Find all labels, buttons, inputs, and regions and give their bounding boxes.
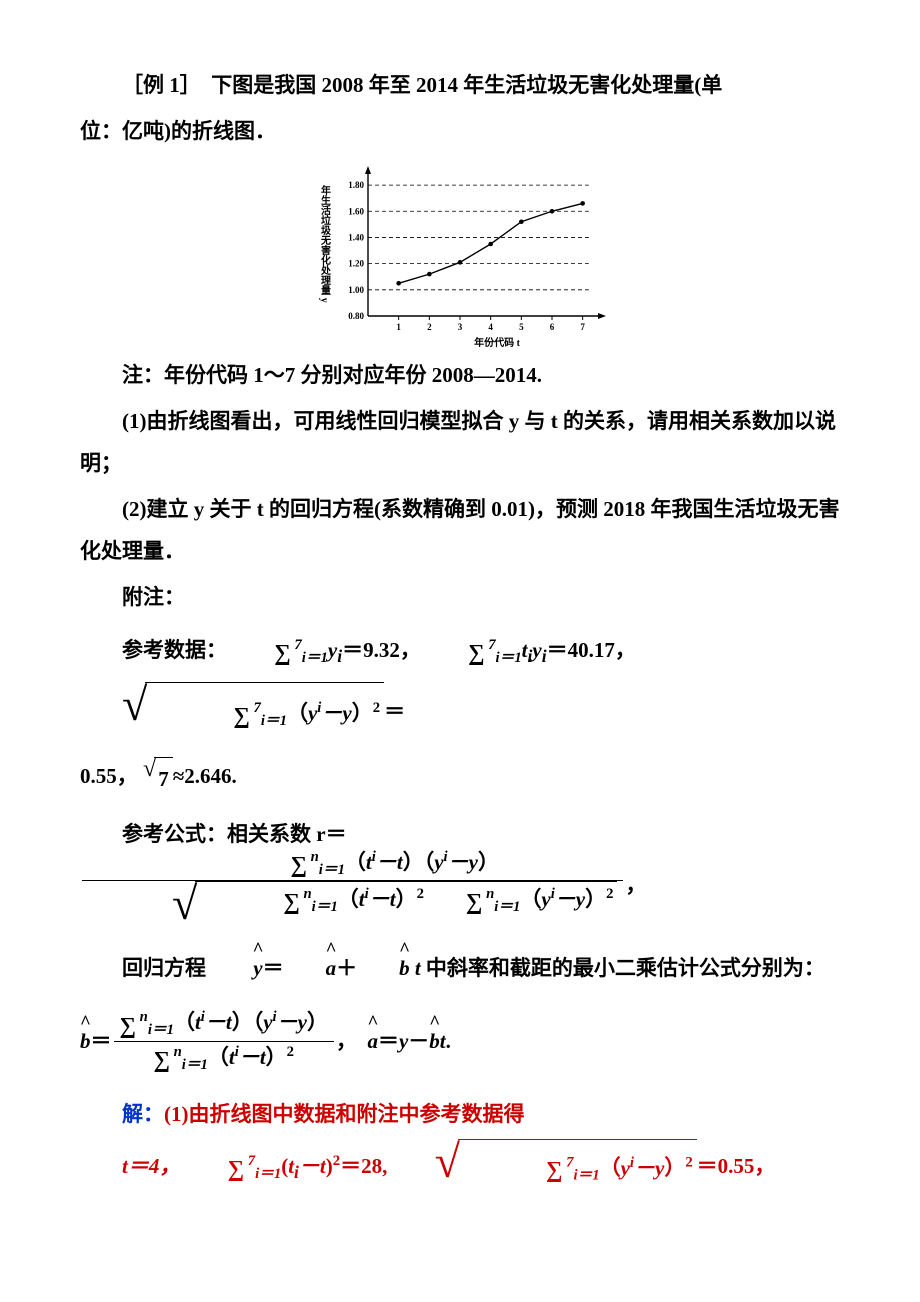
sigma-icon: ∑ <box>232 622 290 682</box>
eq055: ＝0.55， <box>697 1154 776 1178</box>
tiyi: tiyi <box>522 638 547 662</box>
text: ［例 1］ 下图是我国 2008 年至 2014 年生活垃圾无害化处理量(单 <box>122 73 722 97</box>
prefix: 参考公式：相关系数 r＝ <box>122 822 347 846</box>
sum-lower: i＝1 <box>255 1166 281 1182</box>
appendix-label: 附注： <box>80 576 840 618</box>
text: 回归方程 <box>122 956 211 980</box>
sum-upper: 7 <box>291 637 302 653</box>
sqrt-ans: √ ∑ 7i＝1（yi－y）2 <box>393 1139 697 1197</box>
svg-text:1: 1 <box>396 322 401 332</box>
text: 注：年份代码 1～7 分别对应年份 2008—2014. <box>122 363 542 387</box>
line-chart-svg: 0.80 1.00 1.20 1.40 1.60 1.80 1 2 3 4 5 6 7 年份代码 t 年生活… <box>310 160 610 350</box>
svg-text:2: 2 <box>427 322 432 332</box>
example-intro-line1: ［例 1］ 下图是我国 2008 年至 2014 年生活垃圾无害化处理量(单 <box>80 64 840 106</box>
val1: 9.32 <box>363 638 400 662</box>
bhat2: b <box>429 1020 440 1062</box>
sum-lower: i＝1 <box>302 650 328 666</box>
correlation-formula: 参考公式：相关系数 r＝ ∑ ni＝1（ti－t）（yi－y） √ ∑ ni＝1… <box>80 822 840 928</box>
svg-text:年份代码 t: 年份代码 t <box>474 336 520 349</box>
reference-data-cont: 0.55， √7≈2.646. <box>80 755 840 800</box>
bhat-ahat-formula: b＝ ∑ ni＝1（ti－t）（yi－y） ∑ ni＝1（ti－t）2 ， a＝… <box>80 1007 840 1075</box>
svg-text:5: 5 <box>519 322 524 332</box>
r-fraction: ∑ ni＝1（ti－t）（yi－y） √ ∑ ni＝1（ti－t）2∑ ni＝1… <box>82 847 623 928</box>
reference-data: 参考数据： ∑ 7i＝1yi＝9.32， ∑ 7i＝1tiyi＝40.17， √… <box>80 622 840 745</box>
val2: 40.17 <box>568 638 615 662</box>
eq28: ＝28, <box>340 1154 387 1178</box>
text-tail: 中斜率和截距的最小二乘估计公式分别为： <box>426 956 825 980</box>
question-2: (2)建立 y 关于 t 的回归方程(系数精确到 0.01)，预测 2018 年… <box>80 488 840 572</box>
svg-text:1.80: 1.80 <box>348 180 364 190</box>
svg-text:7: 7 <box>580 322 585 332</box>
bhat: b <box>80 1020 91 1062</box>
text: (2)建立 y 关于 t 的回归方程(系数精确到 0.01)，预测 2018 年… <box>80 497 839 563</box>
answer-line1: 解：(1)由折线图中数据和附注中参考数据得 <box>80 1093 840 1135</box>
bhat-fraction: ∑ ni＝1（ti－t）（yi－y） ∑ ni＝1（ti－t）2 <box>114 1007 334 1075</box>
svg-text:1.60: 1.60 <box>348 206 364 216</box>
val4: ≈2.646. <box>173 764 237 788</box>
ahat: a <box>284 947 337 989</box>
sigma-icon: ∑ <box>186 1141 244 1196</box>
example-intro-line2: 位：亿吨)的折线图． <box>80 110 840 152</box>
bhat: b <box>357 947 410 989</box>
yi: yi <box>328 638 342 662</box>
sum-lower: i＝1 <box>496 650 522 666</box>
regression-eq-desc: 回归方程 y＝a＋b t 中斜率和截距的最小二乘估计公式分别为： <box>80 947 840 989</box>
svg-text:0.80: 0.80 <box>348 311 364 321</box>
text: 位：亿吨)的折线图． <box>80 119 276 143</box>
svg-text:3: 3 <box>458 322 463 332</box>
answer-label: 解： <box>122 1102 164 1126</box>
svg-text:1.00: 1.00 <box>348 285 364 295</box>
svg-text:1.40: 1.40 <box>348 232 364 242</box>
prefix: 参考数据： <box>122 638 227 662</box>
sum-upper: 7 <box>485 637 496 653</box>
svg-text:6: 6 <box>550 322 555 332</box>
val3: 0.55 <box>80 764 117 788</box>
svg-text:1.20: 1.20 <box>348 259 364 269</box>
sigma-icon: ∑ <box>426 622 484 682</box>
sqrt7: √7 <box>143 757 173 800</box>
sum-upper: 7 <box>244 1153 255 1169</box>
answer-text-1: (1)由折线图中数据和附注中参考数据得 <box>164 1102 525 1126</box>
svg-text:年生活垃圾无害化处理量 y: 年生活垃圾无害化处理量 y <box>319 184 332 303</box>
question-1: (1)由折线图看出，可用线性回归模型拟合 y 与 t 的关系，请用相关系数加以说… <box>80 400 840 484</box>
ahat: a <box>367 1020 378 1062</box>
svg-text:4: 4 <box>488 322 493 332</box>
answer-line2: t＝4， ∑ 7i＝1(ti－t)2＝28, √ ∑ 7i＝1（yi－y）2 ＝… <box>80 1139 840 1197</box>
text: 附注： <box>122 585 185 609</box>
sqrt-expr: √ ∑ 7i＝1（yi－y）2 <box>80 682 384 745</box>
text: (1)由折线图看出，可用线性回归模型拟合 y 与 t 的关系，请用相关系数加以说… <box>80 409 836 475</box>
yhat: y <box>211 947 262 989</box>
tval: t＝4， <box>122 1154 180 1178</box>
line-chart-figure: 0.80 1.00 1.20 1.40 1.60 1.80 1 2 3 4 5 6 7 年份代码 t 年生活… <box>80 160 840 350</box>
year-code-note: 注：年份代码 1～7 分别对应年份 2008—2014. <box>80 354 840 396</box>
